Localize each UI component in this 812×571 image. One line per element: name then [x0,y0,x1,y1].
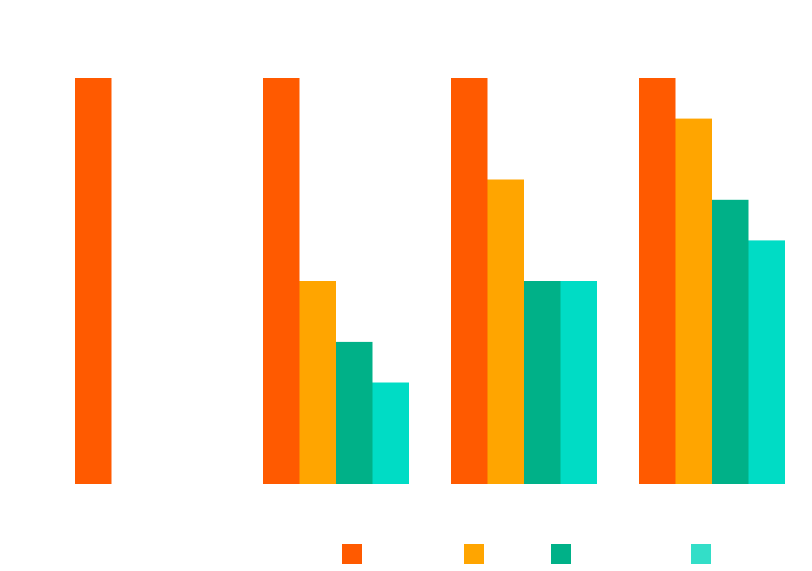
bar-series3-cat2[interactable] [336,341,373,484]
legend-swatch-series4[interactable] [691,544,711,564]
bar-series2-cat4[interactable] [675,118,713,484]
legend [342,544,711,564]
bar-series1-cat3[interactable] [451,78,488,484]
legend-swatch-series3[interactable] [551,544,571,564]
bar-series1-cat1[interactable] [75,78,112,484]
bar-series4-cat4[interactable] [748,240,786,484]
bar-series1-cat4[interactable] [639,78,676,484]
legend-swatch-series1[interactable] [342,544,362,564]
bar-series4-cat3[interactable] [560,281,598,484]
bar-series4-cat2[interactable] [372,382,410,485]
bar-series3-cat3[interactable] [524,281,561,484]
bar-series3-cat4[interactable] [712,199,749,485]
bar-series2-cat2[interactable] [299,281,337,484]
bars-layer [75,78,786,485]
bar-series2-cat3[interactable] [487,179,525,485]
legend-swatch-series2[interactable] [464,544,484,564]
bar-series1-cat2[interactable] [263,78,300,484]
